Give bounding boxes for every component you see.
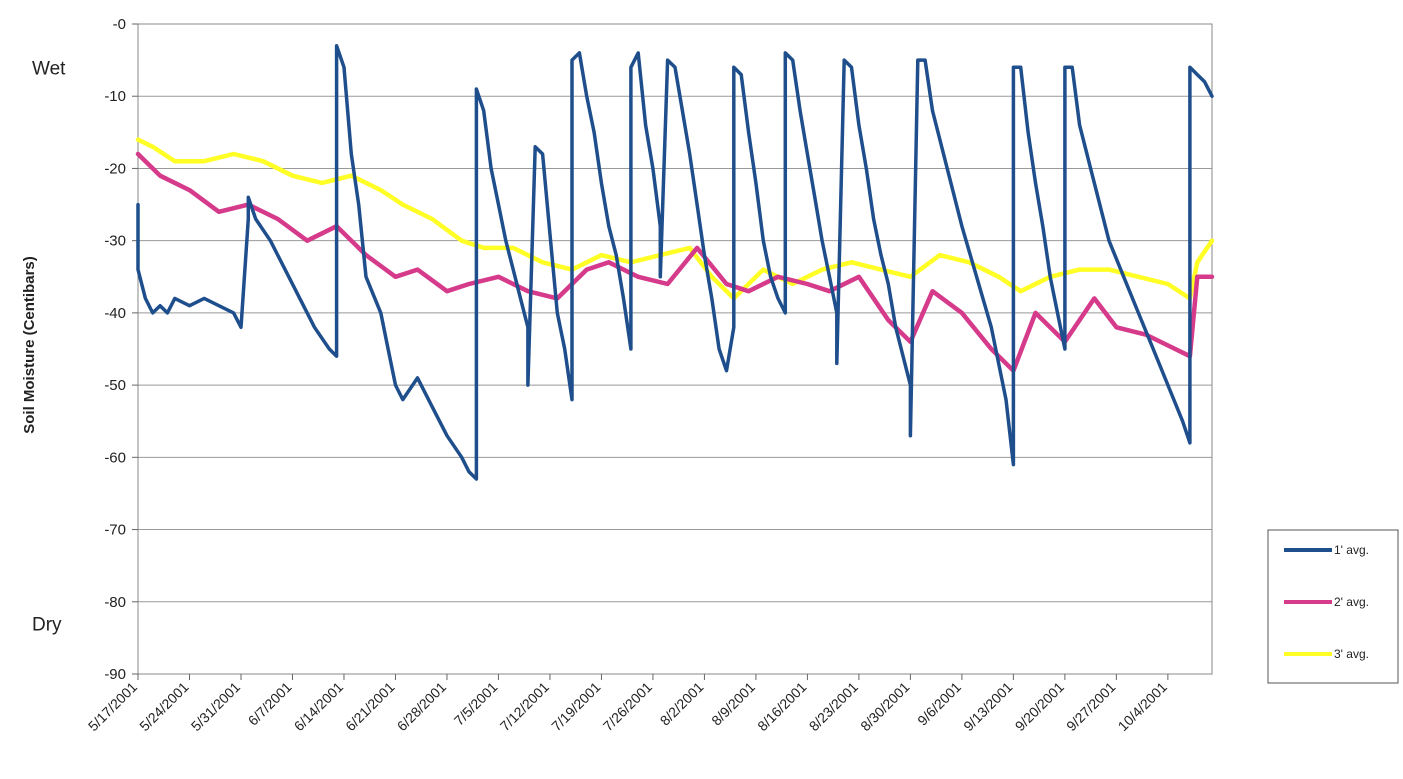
legend-box (1267, 529, 1399, 684)
y-tick-label: -40 (104, 305, 126, 322)
legend: 1' avg. 2' avg. 3' avg. (1267, 529, 1399, 684)
x-tick-label: 6/7/2001 (245, 679, 295, 729)
x-tick-label: 7/19/2001 (548, 679, 604, 735)
series-lines (135, 43, 1215, 481)
series-line-1 (136, 43, 1214, 481)
legend-label-2: 2' avg. (1334, 595, 1369, 609)
x-tick-label: 6/21/2001 (342, 679, 398, 735)
side-annotations: Wet Dry (32, 58, 66, 635)
x-tick-label: 9/13/2001 (960, 679, 1016, 735)
y-axis-ticks: -0 -10 -20 -30 -40 -50 -60 -70 -80 -90 (104, 16, 138, 683)
x-tick-label: 8/30/2001 (857, 679, 913, 735)
x-tick-label: 5/24/2001 (136, 679, 192, 735)
x-tick-label: 10/4/2001 (1115, 679, 1171, 735)
gridlines (138, 23, 1212, 675)
x-tick-label: 7/12/2001 (497, 679, 553, 735)
x-tick-label: 9/27/2001 (1063, 679, 1119, 735)
y-axis-title: Soil Moisture (Centibars) (21, 256, 38, 434)
series-line-2 (135, 151, 1215, 373)
x-tick-label: 6/14/2001 (291, 679, 347, 735)
x-tick-label: 8/9/2001 (708, 679, 758, 729)
legend-label-3: 3' avg. (1334, 647, 1369, 661)
plot-area (137, 23, 1213, 675)
x-tick-label: 8/16/2001 (754, 679, 810, 735)
y-tick-label: -0 (113, 16, 126, 33)
y-tick-label: -80 (104, 594, 126, 611)
y-tick-label: -70 (104, 522, 126, 539)
x-tick-label: 8/23/2001 (806, 679, 862, 735)
x-tick-label: 9/20/2001 (1012, 679, 1068, 735)
y-tick-label: -10 (104, 88, 126, 105)
y-tick-label: -30 (104, 233, 126, 250)
legend-label-1: 1' avg. (1334, 543, 1369, 557)
y-tick-label: -20 (104, 160, 126, 177)
side-label-wet: Wet (32, 58, 66, 79)
x-tick-label: 5/17/2001 (85, 679, 141, 735)
y-tick-label: -50 (104, 377, 126, 394)
x-tick-label: 9/6/2001 (914, 679, 964, 729)
y-tick-label: -60 (104, 449, 126, 466)
x-tick-label: 8/2/2001 (657, 679, 707, 729)
x-tick-label: 7/5/2001 (451, 679, 501, 729)
y-tick-label: -90 (104, 666, 126, 683)
x-tick-label: 5/31/2001 (188, 679, 244, 735)
series-line-3 (135, 137, 1215, 301)
x-tick-label: 6/28/2001 (394, 679, 450, 735)
x-tick-label: 7/26/2001 (600, 679, 656, 735)
side-label-dry: Dry (32, 614, 62, 635)
